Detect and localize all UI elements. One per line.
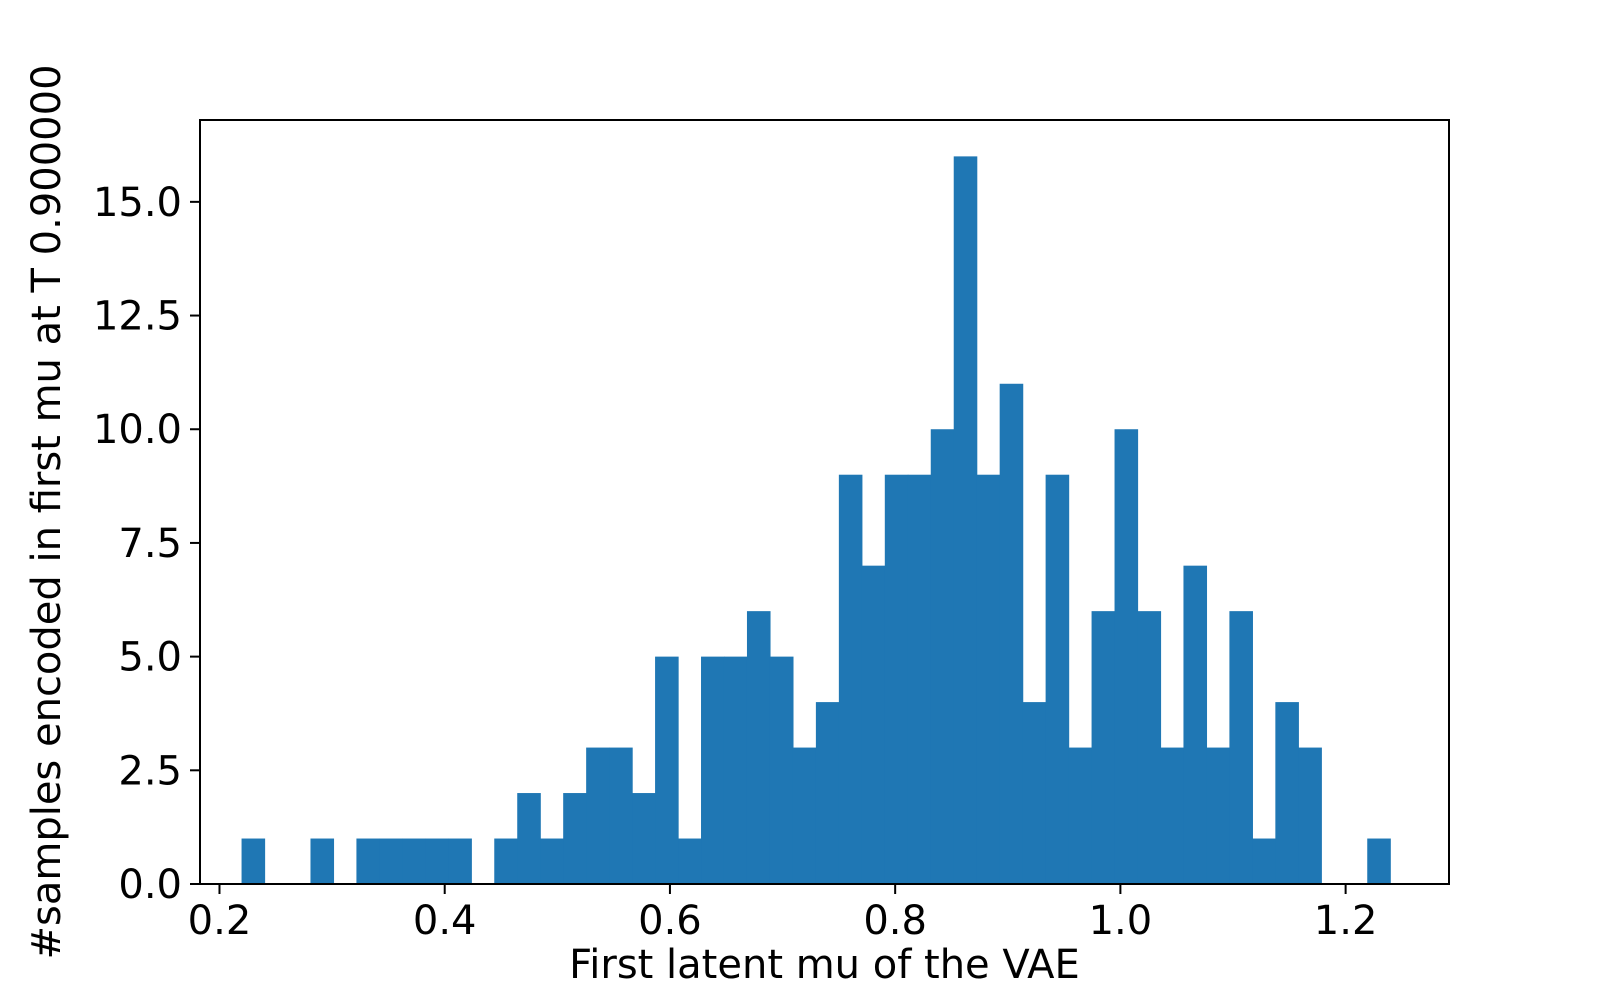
histogram-bar — [838, 474, 863, 884]
histogram-bar — [402, 838, 426, 884]
histogram-bar — [884, 474, 909, 884]
histogram-bar — [1045, 474, 1070, 884]
histogram-bar — [930, 429, 955, 884]
histogram-bar — [746, 611, 771, 884]
histogram-bar — [517, 793, 541, 884]
histogram-bar — [907, 474, 932, 884]
histogram-bar — [792, 747, 817, 884]
histogram-bar — [540, 838, 564, 884]
histogram-bar — [494, 838, 518, 884]
histogram-bar — [1068, 747, 1093, 884]
x-tick-label: 0.6 — [638, 898, 702, 944]
histogram-bar — [953, 156, 978, 884]
y-axis-label: #samples encoded in first mu at T 0.9000… — [24, 64, 70, 959]
y-tick-label: 15.0 — [93, 180, 182, 226]
x-tick-label: 0.8 — [863, 898, 927, 944]
histogram-bar — [1229, 611, 1253, 884]
histogram-bar — [1183, 565, 1208, 884]
histogram-bar — [1160, 747, 1185, 884]
y-tick-label: 2.5 — [118, 748, 182, 794]
y-tick-label: 12.5 — [93, 294, 182, 340]
histogram-bar — [1114, 429, 1139, 884]
x-axis: 0.2 0.4 0.6 0.8 1.0 1.2 — [188, 884, 1378, 944]
histogram-bar — [769, 656, 794, 884]
histogram-bar — [609, 747, 633, 884]
histogram-bar — [356, 838, 380, 884]
x-tick-label: 0.2 — [188, 898, 252, 944]
plot-frame — [199, 119, 1450, 885]
histogram-bar — [425, 838, 449, 884]
histogram-bar — [379, 838, 403, 884]
y-tick-label: 5.0 — [118, 635, 182, 681]
histogram-bar — [1275, 702, 1299, 884]
histogram-bar — [310, 838, 335, 884]
x-axis-label: First latent mu of the VAE — [569, 942, 1080, 988]
x-tick-label: 1.0 — [1089, 898, 1153, 944]
histogram-bar — [1298, 747, 1322, 884]
histogram-bar — [241, 838, 266, 884]
histogram-bar — [999, 383, 1024, 884]
histogram-bar — [976, 474, 1001, 884]
histogram-bar — [1091, 611, 1116, 884]
x-tick-label: 1.2 — [1314, 898, 1378, 944]
histogram-bar — [723, 656, 748, 884]
histogram-bar — [1137, 611, 1162, 884]
histogram-bar — [1367, 838, 1391, 884]
histogram-bar — [861, 565, 886, 884]
histogram-bar — [1022, 702, 1047, 884]
y-axis: 0.0 2.5 5.0 7.5 10.0 12.5 15.0 — [93, 180, 200, 908]
histogram-bar — [563, 793, 587, 884]
histogram-bar — [815, 702, 840, 884]
histogram-bar — [701, 656, 725, 884]
histogram-bar — [1252, 838, 1276, 884]
histogram-bar — [1206, 747, 1231, 884]
y-tick-label: 7.5 — [118, 521, 182, 567]
y-tick-label: 10.0 — [93, 407, 182, 453]
histogram-bar — [655, 656, 679, 884]
x-tick-label: 0.4 — [413, 898, 477, 944]
histogram-bar — [586, 747, 610, 884]
histogram-bar — [448, 838, 472, 884]
histogram-bar — [678, 838, 702, 884]
y-tick-label: 0.0 — [118, 862, 182, 908]
bars-group — [241, 156, 1391, 884]
histogram-bar — [632, 793, 656, 884]
